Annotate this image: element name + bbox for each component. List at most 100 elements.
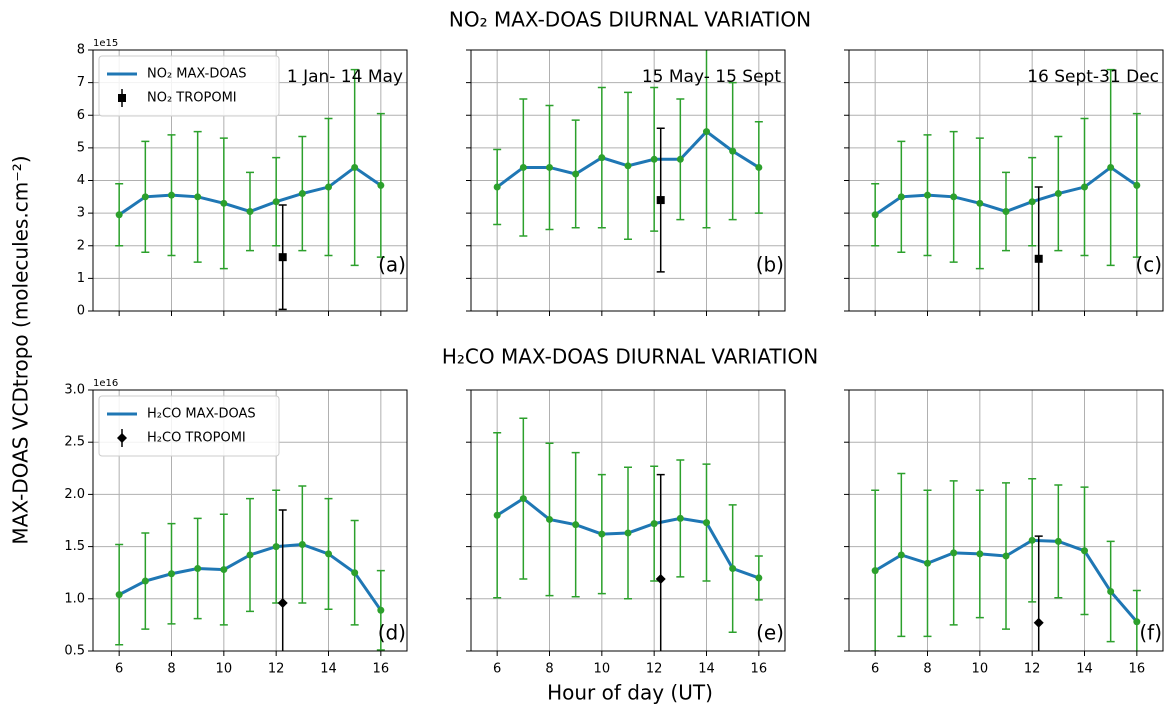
plot-area: [493, 50, 763, 273]
marker: [325, 550, 332, 558]
marker: [220, 199, 228, 207]
axes-frame: [470, 389, 786, 652]
y-tick-label: 2.5: [64, 435, 85, 450]
y-tick-label: 1: [77, 271, 85, 286]
x-tick-label: 6: [871, 662, 879, 677]
annotation: 16 Sept-31 Dec: [1027, 67, 1159, 87]
x-tick-label: 12: [646, 662, 663, 677]
marker: [272, 543, 280, 551]
marker: [871, 567, 879, 575]
plot-area: [115, 485, 385, 651]
panel-label: (b): [756, 253, 784, 277]
x-tick-label: 10: [972, 662, 989, 677]
panel: 16 Sept-31 Dec (c): [844, 49, 1164, 316]
marker: [351, 569, 359, 577]
marker: [546, 515, 553, 523]
marker: [141, 193, 149, 201]
legend-label: H₂CO MAX-DOAS: [147, 407, 256, 422]
marker: [493, 183, 501, 191]
x-tick-label: 12: [268, 662, 285, 677]
y-tick-label: 6: [77, 108, 85, 123]
legend-box: [98, 395, 280, 457]
legend-marker: [117, 433, 127, 443]
x-tick-label: 14: [320, 662, 337, 677]
marker: [246, 207, 254, 215]
y-axis-label: MAX-DOAS VCDtropo (molecules.cm⁻²): [9, 155, 33, 544]
axes-frame: [470, 49, 786, 312]
marker: [624, 162, 632, 170]
marker: [141, 577, 149, 585]
marker: [729, 565, 737, 573]
marker: [572, 170, 580, 178]
axes-frame: [92, 49, 408, 312]
legend-box: [98, 55, 280, 117]
x-tick-label: 14: [698, 662, 715, 677]
panel-label: (d): [378, 621, 406, 645]
y-tick-label: 0.5: [64, 644, 85, 659]
marker: [976, 550, 984, 558]
marker: [278, 253, 287, 262]
marker: [298, 190, 306, 198]
y-tick-label: 5: [77, 140, 85, 155]
plot-area: [493, 417, 763, 651]
x-tick-label: 10: [216, 662, 233, 677]
marker: [755, 574, 763, 582]
x-tick-label: 8: [167, 662, 175, 677]
marker: [519, 495, 527, 503]
axes-frame: [848, 49, 1164, 312]
panel-label: (c): [1135, 253, 1162, 277]
panel: 6 8 10 12 14 16 (e): [466, 389, 786, 677]
marker: [755, 163, 763, 171]
panel-label: (f): [1139, 621, 1162, 645]
marker: [493, 511, 501, 519]
annotation: 15 May- 15 Sept: [642, 67, 781, 87]
marker: [115, 211, 123, 219]
marker: [1133, 618, 1141, 626]
panel: 15 May- 15 Sept (b): [466, 49, 786, 316]
marker: [572, 521, 580, 529]
x-tick-label: 6: [493, 662, 501, 677]
axes-frame: [92, 389, 408, 652]
offset-text: 1e16: [93, 378, 118, 389]
marker: [897, 551, 905, 559]
marker: [1081, 183, 1088, 191]
x-tick-label: 12: [1024, 662, 1041, 677]
marker: [168, 570, 175, 578]
panel: 6 8 10 12 14 16 (f): [844, 389, 1164, 677]
x-tick-label: 8: [545, 662, 553, 677]
marker: [598, 154, 606, 162]
y-tick-label: 2: [77, 238, 85, 253]
marker: [676, 155, 684, 163]
legend-label: NO₂ MAX-DOAS: [147, 67, 247, 82]
panel-label: (e): [756, 621, 784, 645]
marker: [277, 597, 288, 608]
marker: [897, 193, 905, 201]
x-tick-label: 16: [373, 662, 390, 677]
y-tick-label: 0: [77, 304, 85, 319]
marker: [351, 163, 359, 171]
y-tick-label: 1.0: [64, 591, 85, 606]
plot-area: [871, 68, 1141, 311]
marker: [325, 183, 332, 191]
x-tick-label: 10: [594, 662, 611, 677]
plot-area: [115, 68, 385, 311]
marker: [703, 128, 710, 136]
marker: [546, 163, 553, 171]
marker: [950, 549, 958, 557]
x-tick-label: 8: [923, 662, 931, 677]
legend-label: H₂CO TROPOMI: [147, 431, 246, 446]
marker: [676, 514, 684, 522]
marker: [871, 211, 879, 219]
y-tick-label: 2.0: [64, 487, 85, 502]
marker: [650, 520, 658, 528]
marker: [1033, 617, 1044, 628]
row-title: NO₂ MAX-DOAS DIURNAL VARIATION: [449, 8, 811, 32]
marker: [1002, 207, 1010, 215]
marker: [1002, 552, 1010, 560]
y-tick-label: 3.0: [64, 383, 85, 398]
y-tick-label: 4: [77, 173, 85, 188]
marker: [1133, 181, 1141, 189]
marker: [624, 529, 632, 537]
marker: [1028, 198, 1036, 206]
